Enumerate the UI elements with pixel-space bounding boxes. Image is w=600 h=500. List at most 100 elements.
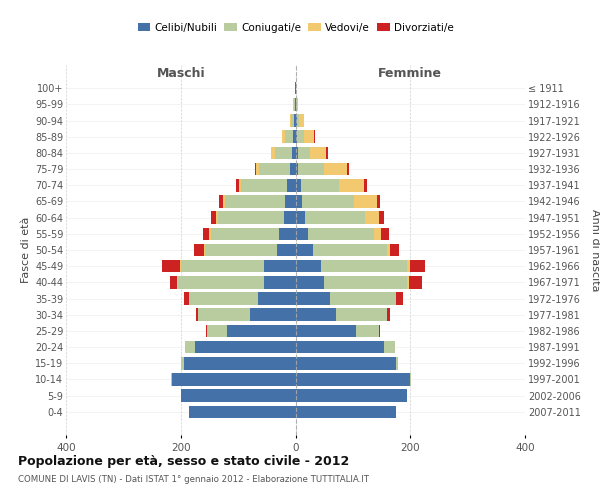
Bar <box>296 292 330 305</box>
Bar <box>379 324 380 337</box>
Bar <box>296 341 385 353</box>
Bar <box>407 260 410 272</box>
Bar <box>296 114 299 127</box>
Bar <box>181 260 264 272</box>
Legend: Celibi/Nubili, Coniugati/e, Vedovi/e, Divorziati/e: Celibi/Nubili, Coniugati/e, Vedovi/e, Di… <box>133 18 458 36</box>
Bar <box>203 228 209 240</box>
Bar <box>216 212 218 224</box>
Bar <box>296 163 298 175</box>
Bar <box>364 179 367 192</box>
Bar <box>294 98 295 110</box>
Bar <box>304 130 314 143</box>
Bar <box>190 292 258 305</box>
Bar <box>385 341 395 353</box>
Bar <box>381 228 389 240</box>
Bar <box>296 324 356 337</box>
Bar <box>195 341 296 353</box>
Text: Popolazione per età, sesso e stato civile - 2012: Popolazione per età, sesso e stato civil… <box>18 455 349 468</box>
Bar <box>296 357 396 370</box>
Bar <box>365 212 379 224</box>
Bar <box>397 292 403 305</box>
Bar <box>209 228 211 240</box>
Bar <box>296 276 324 288</box>
Bar <box>211 228 280 240</box>
Bar <box>410 260 425 272</box>
Bar <box>310 146 326 159</box>
Bar <box>296 212 305 224</box>
Bar <box>236 179 239 192</box>
Bar <box>324 276 407 288</box>
Bar <box>388 244 390 256</box>
Bar <box>308 228 374 240</box>
Bar <box>283 130 284 143</box>
Bar <box>354 195 377 208</box>
Bar <box>178 276 264 288</box>
Bar <box>296 406 396 418</box>
Bar <box>298 163 324 175</box>
Bar <box>259 163 290 175</box>
Bar <box>271 146 275 159</box>
Bar <box>330 292 396 305</box>
Text: Femmine: Femmine <box>378 67 442 80</box>
Text: Maschi: Maschi <box>157 67 205 80</box>
Bar <box>297 130 304 143</box>
Bar <box>296 228 308 240</box>
Bar <box>338 179 364 192</box>
Bar <box>296 390 407 402</box>
Bar <box>284 130 293 143</box>
Bar <box>264 276 296 288</box>
Bar <box>190 406 296 418</box>
Y-axis label: Anni di nascita: Anni di nascita <box>590 209 600 291</box>
Bar <box>301 179 338 192</box>
Bar <box>295 114 296 127</box>
Bar <box>299 114 304 127</box>
Bar <box>302 195 354 208</box>
Bar <box>204 244 205 256</box>
Bar <box>335 308 388 321</box>
Bar <box>390 244 399 256</box>
Bar <box>298 146 310 159</box>
Bar <box>171 373 172 386</box>
Y-axis label: Fasce di età: Fasce di età <box>20 217 31 283</box>
Bar <box>322 260 407 272</box>
Text: COMUNE DI LAVIS (TN) - Dati ISTAT 1° gennaio 2012 - Elaborazione TUTTITALIA.IT: COMUNE DI LAVIS (TN) - Dati ISTAT 1° gen… <box>18 475 369 484</box>
Bar <box>206 324 227 337</box>
Bar <box>296 244 313 256</box>
Bar <box>218 212 284 224</box>
Bar <box>250 308 296 321</box>
Bar <box>296 130 297 143</box>
Bar <box>223 195 225 208</box>
Bar <box>194 244 204 256</box>
Bar <box>184 292 189 305</box>
Bar <box>287 179 296 192</box>
Bar <box>218 195 223 208</box>
Bar <box>407 276 409 288</box>
Bar <box>313 244 388 256</box>
Bar <box>409 276 422 288</box>
Bar <box>296 373 410 386</box>
Bar <box>225 195 285 208</box>
Bar <box>239 179 241 192</box>
Bar <box>296 195 302 208</box>
Bar <box>205 244 277 256</box>
Bar <box>292 146 296 159</box>
Bar <box>396 357 398 370</box>
Bar <box>284 212 296 224</box>
Bar <box>290 163 296 175</box>
Bar <box>293 130 296 143</box>
Bar <box>388 308 390 321</box>
Bar <box>256 163 259 175</box>
Bar <box>181 390 296 402</box>
Bar <box>264 260 296 272</box>
Bar <box>285 195 296 208</box>
Bar <box>258 292 296 305</box>
Bar <box>181 357 184 370</box>
Bar <box>296 308 335 321</box>
Bar <box>296 98 298 110</box>
Bar <box>347 163 349 175</box>
Bar <box>377 195 380 208</box>
Bar <box>196 308 198 321</box>
Bar <box>198 308 250 321</box>
Bar <box>275 146 292 159</box>
Bar <box>379 212 384 224</box>
